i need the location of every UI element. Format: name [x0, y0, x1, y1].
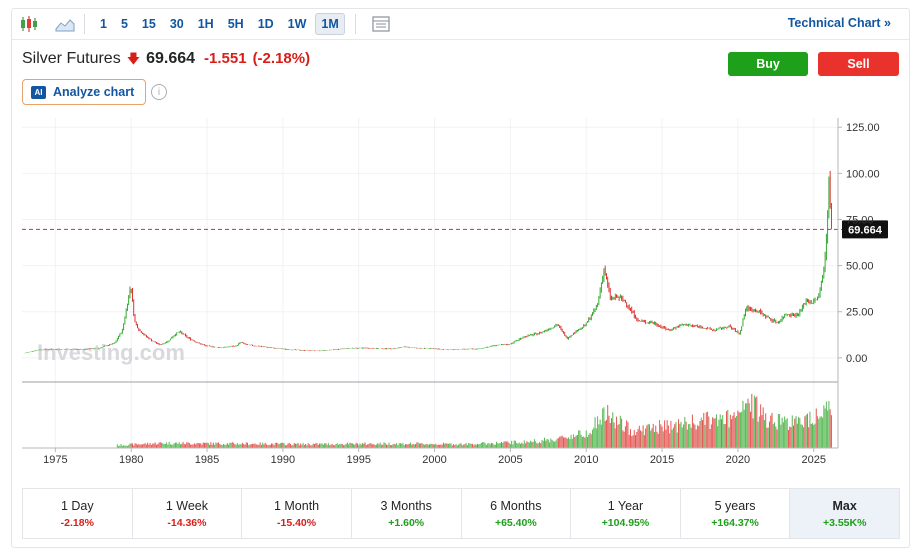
instrument-header: Silver Futures 🡇 69.664 -1.551 (-2.18%)	[22, 50, 310, 72]
x-tick-label: 1975	[43, 454, 67, 466]
current-price-label: 69.664	[848, 224, 883, 236]
instrument-name: Silver Futures	[22, 50, 121, 67]
x-tick-label: 2025	[801, 454, 825, 466]
period-label: 1 Day	[60, 498, 94, 513]
buy-button[interactable]: Buy	[728, 52, 808, 76]
period-change: +164.37%	[711, 516, 759, 529]
ai-icon: AI	[31, 85, 46, 99]
price-chart[interactable]: Investing.com69.6640.0025.0050.0075.0010…	[12, 118, 898, 473]
period-label: 1 Month	[273, 498, 320, 513]
timeframe-button-5[interactable]: 5	[120, 17, 128, 31]
price-change: -1.551	[204, 50, 247, 67]
down-arrow-icon: 🡇	[126, 51, 141, 66]
timeframe-button-1w[interactable]: 1W	[287, 17, 307, 31]
period-change: -15.40%	[277, 516, 317, 529]
period-change: -14.36%	[167, 516, 207, 529]
timeframe-list: 1 5 15 30 1H 5H 1D 1W 1M	[93, 13, 347, 35]
period-5-years[interactable]: 5 years +164.37%	[681, 489, 791, 538]
period-change: +1.60%	[388, 516, 425, 529]
y-tick-label: 0.00	[846, 353, 867, 365]
current-price-tag	[842, 220, 888, 239]
x-tick-label: 1990	[271, 454, 295, 466]
period-label: 1 Year	[607, 498, 644, 513]
timeframe-button-30[interactable]: 30	[169, 17, 184, 31]
period-label: 3 Months	[380, 498, 432, 513]
timeframe-button-5h[interactable]: 5H	[227, 17, 244, 31]
period-change: -2.18%	[60, 516, 94, 529]
info-icon[interactable]: i	[151, 84, 167, 100]
y-tick-label: 125.00	[846, 122, 880, 134]
period-label: 1 Week	[165, 498, 209, 513]
period-6-months[interactable]: 6 Months +65.40%	[462, 489, 572, 538]
technical-chart-link[interactable]: Technical Chart »	[787, 16, 891, 30]
period-1-year[interactable]: 1 Year +104.95%	[571, 489, 681, 538]
table-view-icon[interactable]	[370, 14, 392, 34]
timeframe-button-1m[interactable]: 1M	[315, 13, 345, 35]
period-label: 5 years	[714, 498, 756, 513]
y-tick-label: 25.00	[846, 307, 874, 319]
area-chart-icon[interactable]	[54, 14, 76, 34]
period-change: +3.55K%	[822, 516, 867, 529]
period-change: +65.40%	[494, 516, 537, 529]
timeframe-button-1d[interactable]: 1D	[257, 17, 274, 31]
candlestick-icon[interactable]	[18, 14, 40, 34]
period-3-months[interactable]: 3 Months +1.60%	[352, 489, 462, 538]
y-tick-label: 100.00	[846, 168, 880, 180]
toolbar-divider	[354, 14, 356, 34]
y-tick-label: 75.00	[846, 214, 874, 226]
period-1-month[interactable]: 1 Month -15.40%	[242, 489, 352, 538]
price-change-percent: (-2.18%)	[252, 50, 311, 67]
period-1-week[interactable]: 1 Week -14.36%	[133, 489, 243, 538]
x-tick-label: 2010	[574, 454, 598, 466]
x-tick-label: 1995	[346, 454, 370, 466]
x-tick-label: 1985	[195, 454, 219, 466]
last-price: 69.664	[146, 50, 196, 67]
analyze-chart-button[interactable]: AI Analyze chart	[22, 79, 146, 105]
performance-period-bar: 1 Day -2.18% 1 Week -14.36% 1 Month -15.40% 3 …	[22, 488, 900, 539]
timeframe-button-1h[interactable]: 1H	[197, 17, 214, 31]
y-tick-label: 50.00	[846, 261, 874, 273]
period-change: +104.95%	[601, 516, 650, 529]
toolbar-divider	[84, 14, 85, 34]
x-tick-label: 2020	[726, 454, 750, 466]
x-tick-label: 1980	[119, 454, 143, 466]
period-max[interactable]: Max +3.55K%	[790, 489, 899, 538]
period-label: 6 Months	[490, 498, 542, 513]
timeframe-button-15[interactable]: 15	[141, 17, 156, 31]
chart-toolbar: 1 5 15 30 1H 5H 1D 1W 1M Technical Chart »	[12, 9, 909, 40]
period-1-day[interactable]: 1 Day -2.18%	[23, 489, 133, 538]
sell-button[interactable]: Sell	[818, 52, 899, 76]
period-label: Max	[832, 498, 857, 513]
x-tick-label: 2000	[422, 454, 446, 466]
timeframe-button-1[interactable]: 1	[100, 17, 107, 31]
x-tick-label: 2015	[650, 454, 674, 466]
x-tick-label: 2005	[498, 454, 522, 466]
analyze-chart-label: Analyze chart	[53, 85, 135, 99]
